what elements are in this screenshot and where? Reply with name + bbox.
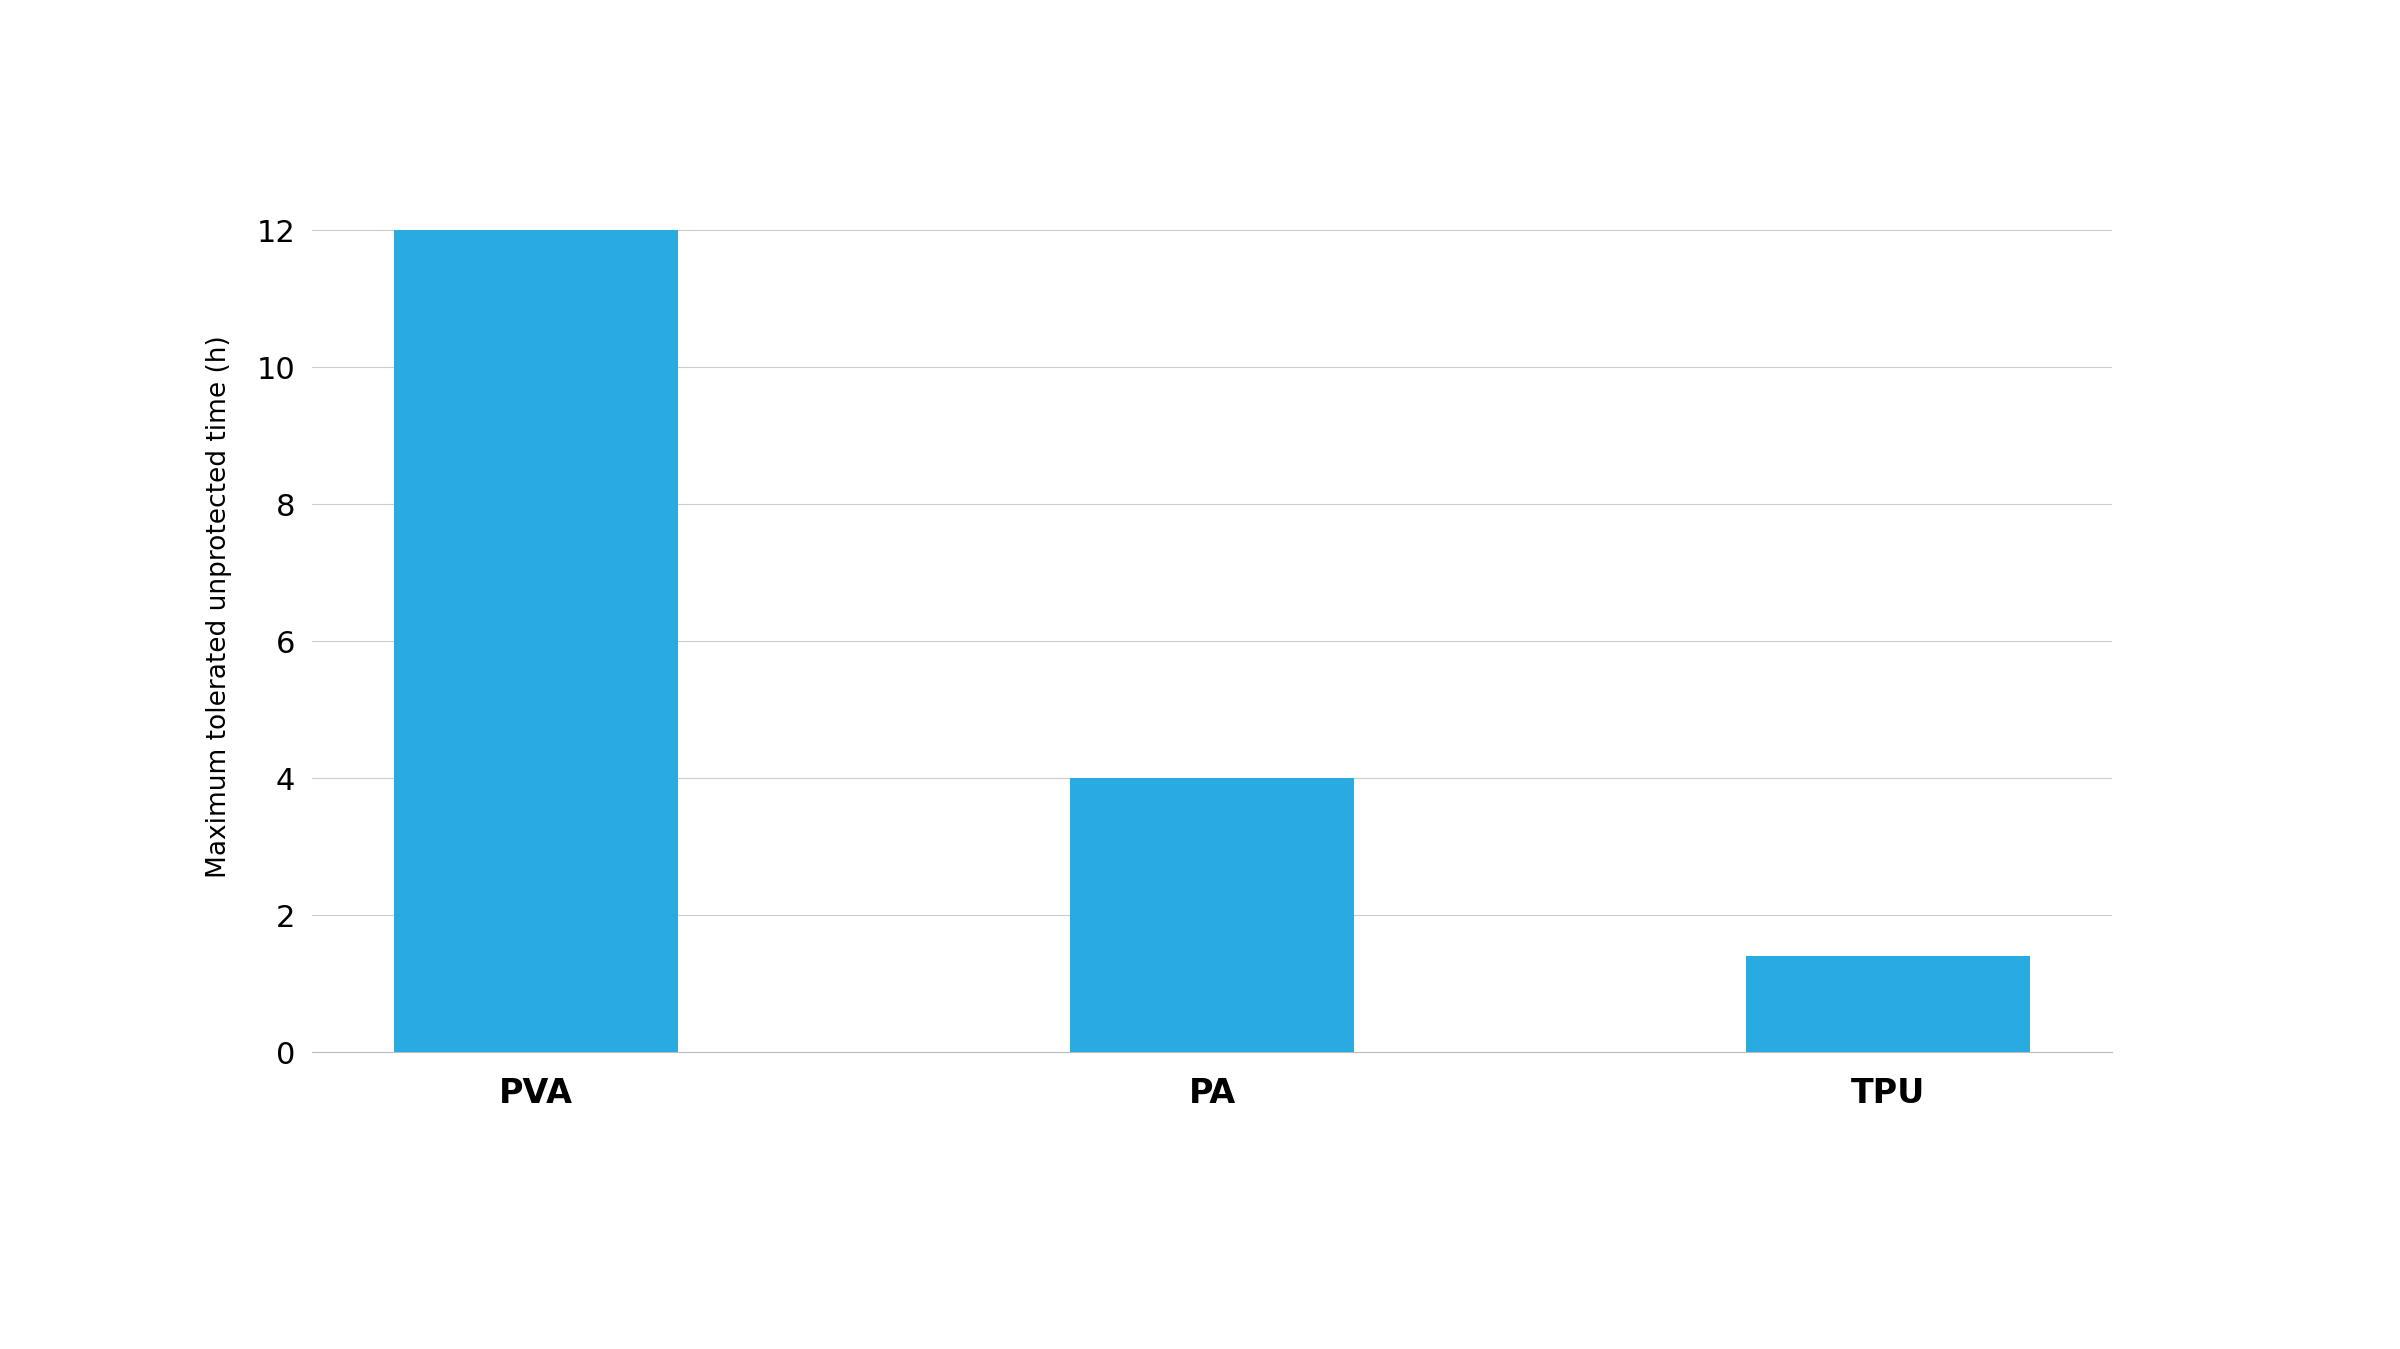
Bar (1070, 778, 1354, 1052)
Y-axis label: Maximum tolerated unprotected time (h): Maximum tolerated unprotected time (h) (206, 336, 230, 878)
Bar (394, 231, 677, 1052)
Bar (1747, 956, 2030, 1052)
